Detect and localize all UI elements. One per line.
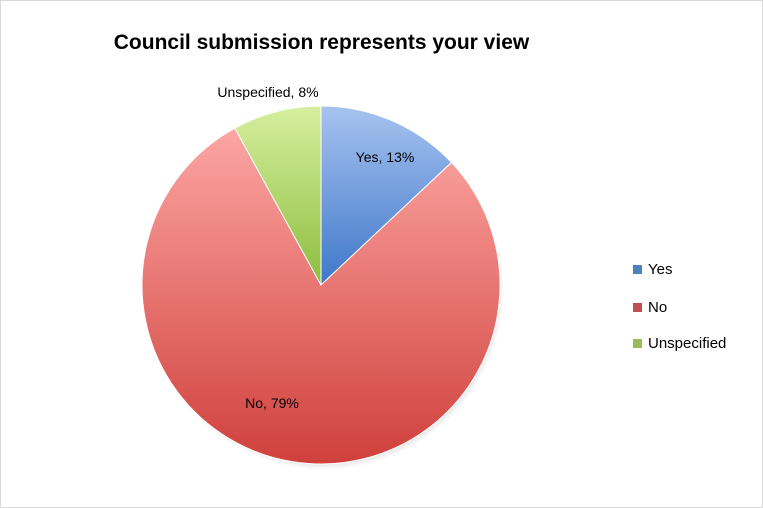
pie-slice-no — [141, 127, 501, 465]
data-label-unspecified: Unspecified, 8% — [217, 84, 318, 100]
legend-label-unspecified: Unspecified — [648, 335, 727, 352]
legend-swatch-no — [633, 303, 642, 312]
pie-slice-unspecified — [234, 105, 322, 286]
data-label-no: No, 79% — [245, 395, 299, 411]
legend-item-no: No — [633, 299, 667, 316]
legend-swatch-yes — [633, 265, 642, 274]
data-label-yes: Yes, 13% — [356, 149, 415, 165]
legend-item-unspecified: Unspecified — [633, 335, 726, 352]
legend-item-yes: Yes — [633, 261, 672, 278]
legend-label-no: No — [648, 299, 668, 316]
legend-swatch-unspecified — [633, 339, 642, 348]
legend-label-yes: Yes — [648, 261, 673, 278]
chart-title: Council submission represents your view — [113, 31, 530, 54]
pie-slice-yes — [320, 105, 453, 287]
